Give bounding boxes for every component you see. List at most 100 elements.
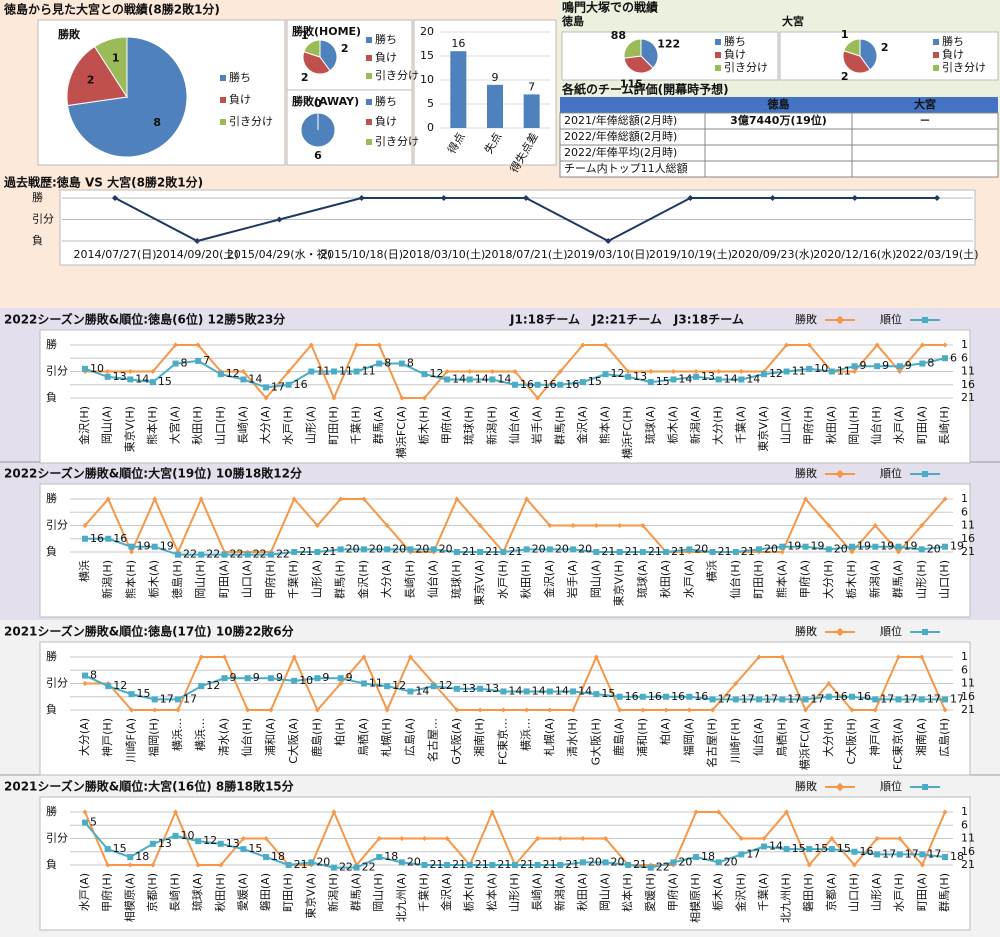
result-marker bbox=[512, 369, 518, 374]
rank-marker bbox=[523, 546, 530, 553]
pie-slice bbox=[66, 45, 128, 107]
y-tick-label: 引分 bbox=[32, 212, 54, 226]
result-marker bbox=[523, 195, 529, 201]
result-marker bbox=[640, 707, 646, 713]
rank-label: 19 bbox=[950, 540, 964, 553]
rank-marker bbox=[760, 371, 767, 378]
rank-marker bbox=[353, 368, 360, 375]
result-marker bbox=[716, 809, 722, 815]
rank-label: 14 bbox=[475, 372, 489, 385]
result-marker bbox=[570, 707, 576, 713]
chart-box bbox=[561, 31, 779, 81]
chart-box bbox=[39, 796, 971, 931]
x-tick-label: 新潟(A) bbox=[552, 873, 566, 911]
rank-marker bbox=[593, 549, 600, 555]
rank-label: 16 bbox=[565, 378, 579, 391]
rank-label: 12 bbox=[439, 679, 453, 692]
rank-label: 17 bbox=[950, 692, 964, 705]
bar bbox=[523, 94, 540, 128]
x-tick-label: 町田(A) bbox=[217, 560, 230, 598]
x-tick-label: 札幌(H) bbox=[379, 718, 393, 757]
x-tick-label: 町田(A) bbox=[915, 406, 928, 444]
rank-label: 14 bbox=[769, 839, 783, 852]
rank-marker bbox=[376, 360, 383, 367]
x-tick-label: G大阪(A) bbox=[449, 718, 463, 765]
rank-marker bbox=[82, 819, 88, 826]
rank-label: 20 bbox=[588, 855, 602, 868]
rank-marker bbox=[639, 693, 646, 700]
rank-marker bbox=[314, 675, 321, 682]
rank-label: 18 bbox=[701, 850, 715, 863]
table-cell: 2021/年俸総額(2月時) bbox=[564, 113, 677, 127]
x-tick-label: 柏(H) bbox=[333, 718, 347, 746]
rank-label: 19 bbox=[136, 540, 150, 553]
x-tick-label: 金沢(H) bbox=[77, 406, 91, 445]
result-marker bbox=[152, 707, 158, 713]
x-tick-label: 新潟(H) bbox=[100, 560, 114, 599]
result-marker bbox=[338, 681, 344, 686]
rank-label: 17 bbox=[882, 847, 896, 860]
rank-marker bbox=[291, 677, 298, 684]
legend-label: 勝ち bbox=[375, 32, 397, 46]
table-header-cell: 徳島 bbox=[767, 97, 790, 111]
rank-marker bbox=[534, 381, 541, 388]
legend-label: 勝ち bbox=[724, 34, 746, 48]
x-tick-label: 金沢(A) bbox=[439, 873, 453, 911]
bar-value-label: 9 bbox=[492, 71, 499, 84]
rank-label: 15 bbox=[601, 687, 615, 700]
x-tick-label: 栃木(A) bbox=[665, 406, 679, 444]
rank-marker bbox=[127, 854, 134, 861]
result-marker bbox=[477, 707, 483, 713]
x-tick-label: 2014/09/20(土) bbox=[156, 248, 239, 261]
rank-label: 22 bbox=[276, 548, 290, 561]
rank-marker bbox=[285, 862, 292, 868]
rank-marker bbox=[579, 859, 586, 866]
rank-label: 8 bbox=[384, 357, 391, 370]
rank-marker bbox=[127, 376, 134, 383]
rank-label: 16 bbox=[857, 690, 871, 703]
rank-label: 15 bbox=[792, 842, 806, 855]
result-marker bbox=[467, 369, 473, 374]
pie-value-label: 122 bbox=[657, 38, 680, 51]
rank-label: 16 bbox=[90, 532, 104, 545]
x-tick-label: 相模原(A) bbox=[123, 873, 136, 922]
y-tick-label: 引分 bbox=[46, 831, 68, 845]
legend-label: 負け bbox=[375, 51, 397, 64]
rank-label: 14 bbox=[532, 684, 546, 697]
result-marker bbox=[617, 707, 623, 713]
rank-label: 17 bbox=[741, 692, 755, 705]
x-tick-label: 金沢(H) bbox=[356, 560, 370, 599]
rank-label: 21 bbox=[322, 545, 336, 558]
x-tick-label: 東京V(H) bbox=[612, 560, 626, 606]
result-marker bbox=[308, 342, 314, 348]
result-marker bbox=[376, 836, 382, 841]
x-tick-label: 2022/03/19(土) bbox=[896, 248, 979, 261]
pie-value-label: 0 bbox=[314, 97, 322, 110]
x-tick-label: 浦和(H) bbox=[636, 718, 649, 757]
rank-marker bbox=[738, 851, 745, 858]
result-marker bbox=[291, 496, 297, 502]
result-marker bbox=[314, 707, 320, 713]
x-tick-label: 群馬(A) bbox=[891, 560, 905, 598]
y2-tick-label: 1 bbox=[961, 805, 968, 818]
rank-label: 17 bbox=[764, 692, 778, 705]
x-tick-label: 浦和(A) bbox=[264, 718, 277, 756]
rank-marker bbox=[240, 846, 247, 853]
legend-label: 負け bbox=[229, 93, 251, 106]
result-marker bbox=[557, 836, 563, 841]
rank-marker bbox=[647, 864, 654, 871]
pie-value-label: 115 bbox=[620, 77, 643, 90]
rank-label: 12 bbox=[611, 367, 625, 380]
result-marker bbox=[849, 549, 855, 555]
result-marker bbox=[444, 836, 450, 841]
result-marker bbox=[693, 809, 699, 815]
rank-marker bbox=[82, 365, 88, 372]
result-marker bbox=[803, 496, 809, 502]
rank-label: 17 bbox=[880, 692, 894, 705]
result-marker bbox=[934, 195, 940, 201]
rank-label: 20 bbox=[578, 542, 592, 555]
result-marker bbox=[603, 342, 609, 348]
x-tick-label: 秋田(A) bbox=[575, 873, 589, 911]
rank-marker bbox=[709, 549, 716, 555]
rank-label: 15 bbox=[248, 842, 262, 855]
